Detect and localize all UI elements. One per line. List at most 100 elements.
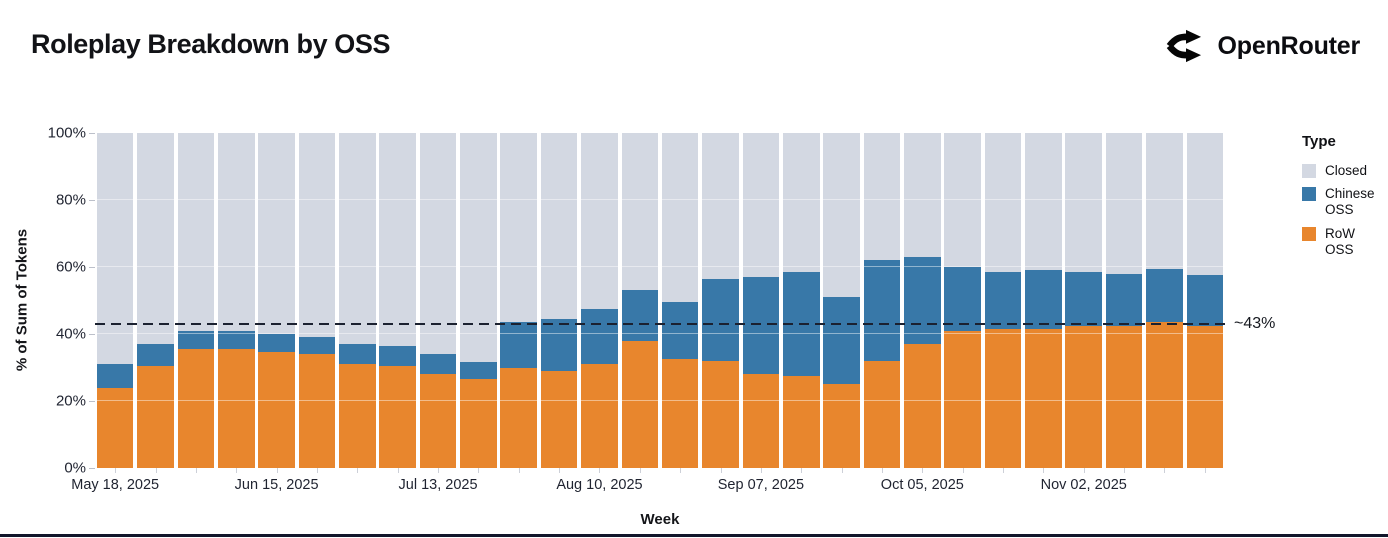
bar-segment-closed[interactable] xyxy=(96,133,134,365)
bar-segment-chinese-oss[interactable] xyxy=(540,318,578,371)
bar-segment-row-oss[interactable] xyxy=(621,340,659,468)
y-tick-label: 40% xyxy=(55,325,86,343)
bar-segment-row-oss[interactable] xyxy=(96,387,134,468)
bar-segment-closed[interactable] xyxy=(863,133,901,261)
y-tick-mark xyxy=(89,267,95,268)
bar-segment-chinese-oss[interactable] xyxy=(339,344,376,365)
bar-segment-closed[interactable] xyxy=(460,133,497,363)
bar-segment-closed[interactable] xyxy=(379,133,416,346)
bar-segment-row-oss[interactable] xyxy=(258,352,295,468)
bar-segment-closed[interactable] xyxy=(702,133,739,279)
bar-segment-row-oss[interactable] xyxy=(1025,328,1062,468)
bar-segment-chinese-oss[interactable] xyxy=(823,297,860,385)
x-minor-tick xyxy=(680,468,682,473)
bar-segment-row-oss[interactable] xyxy=(823,384,860,468)
bar-segment-closed[interactable] xyxy=(1025,133,1062,271)
bar-segment-closed[interactable] xyxy=(782,133,820,273)
bar-segment-chinese-oss[interactable] xyxy=(581,308,618,365)
bar-segment-closed[interactable] xyxy=(661,133,699,303)
bar-segment-row-oss[interactable] xyxy=(944,330,981,468)
bar-segment-row-oss[interactable] xyxy=(863,360,901,468)
bar-segment-row-oss[interactable] xyxy=(904,344,941,468)
bar-segment-chinese-oss[interactable] xyxy=(1146,268,1183,323)
bar-segment-chinese-oss[interactable] xyxy=(944,267,981,331)
legend-item-row-oss[interactable]: RoW OSS xyxy=(1302,226,1388,258)
x-minor-tick xyxy=(1003,468,1005,473)
bar-segment-chinese-oss[interactable] xyxy=(1105,273,1143,326)
bar-segment-chinese-oss[interactable] xyxy=(863,260,901,361)
bar-segment-row-oss[interactable] xyxy=(702,360,739,468)
bar-segment-row-oss[interactable] xyxy=(1105,325,1143,468)
bar-segment-closed[interactable] xyxy=(1065,133,1103,273)
bar-segment-closed[interactable] xyxy=(904,133,941,257)
bar-segment-row-oss[interactable] xyxy=(1186,325,1224,468)
brand-name: OpenRouter xyxy=(1217,31,1361,60)
bar-segment-chinese-oss[interactable] xyxy=(177,330,215,350)
bar-segment-row-oss[interactable] xyxy=(581,364,618,468)
bar-segment-closed[interactable] xyxy=(621,133,659,291)
x-minor-tick xyxy=(155,468,157,473)
bar-segment-row-oss[interactable] xyxy=(742,374,780,468)
bar-segment-closed[interactable] xyxy=(258,133,295,334)
bar-segment-row-oss[interactable] xyxy=(379,365,416,468)
bar-segment-chinese-oss[interactable] xyxy=(984,272,1022,329)
x-axis-title: Week xyxy=(640,511,680,528)
bar-segment-row-oss[interactable] xyxy=(177,349,215,468)
bar-segment-row-oss[interactable] xyxy=(782,375,820,468)
bar-segment-row-oss[interactable] xyxy=(137,365,174,468)
x-minor-tick xyxy=(599,468,601,473)
bar-segment-closed[interactable] xyxy=(1146,133,1183,269)
bar-segment-chinese-oss[interactable] xyxy=(298,337,336,355)
bar-segment-closed[interactable] xyxy=(984,133,1022,273)
bar-segment-chinese-oss[interactable] xyxy=(500,322,538,368)
bar-segment-closed[interactable] xyxy=(217,133,255,331)
bar-segment-closed[interactable] xyxy=(581,133,618,309)
bar-segment-chinese-oss[interactable] xyxy=(1186,275,1224,326)
bar-segment-row-oss[interactable] xyxy=(217,349,255,468)
bar-segment-row-oss[interactable] xyxy=(339,364,376,468)
bar-segment-closed[interactable] xyxy=(298,133,336,338)
bar-segment-row-oss[interactable] xyxy=(1065,325,1103,468)
bar-segment-chinese-oss[interactable] xyxy=(379,345,416,366)
bar-segment-chinese-oss[interactable] xyxy=(1065,272,1103,326)
bar-segment-row-oss[interactable] xyxy=(1146,322,1183,468)
bar-segment-chinese-oss[interactable] xyxy=(96,364,134,388)
bar-segment-chinese-oss[interactable] xyxy=(904,256,941,345)
bar-segment-row-oss[interactable] xyxy=(460,379,497,468)
bar-segment-chinese-oss[interactable] xyxy=(258,334,295,353)
bar-segment-row-oss[interactable] xyxy=(500,367,538,468)
bar-segment-row-oss[interactable] xyxy=(419,374,457,468)
bar-segment-chinese-oss[interactable] xyxy=(419,354,457,375)
bar-segment-closed[interactable] xyxy=(177,133,215,331)
bar-segment-row-oss[interactable] xyxy=(984,328,1022,468)
bar-segment-closed[interactable] xyxy=(500,133,538,323)
bar-segment-row-oss[interactable] xyxy=(661,359,699,468)
bar-segment-closed[interactable] xyxy=(339,133,376,345)
bar-segment-closed[interactable] xyxy=(137,133,174,345)
bar-segment-chinese-oss[interactable] xyxy=(702,278,739,361)
bar-segment-closed[interactable] xyxy=(944,133,981,267)
bar-segment-closed[interactable] xyxy=(540,133,578,319)
y-tick-label: 100% xyxy=(47,124,86,142)
legend-item-chinese-oss[interactable]: Chinese OSS xyxy=(1302,186,1388,218)
bar-segment-row-oss[interactable] xyxy=(540,370,578,468)
bar-segment-chinese-oss[interactable] xyxy=(460,362,497,380)
legend-item-closed[interactable]: Closed xyxy=(1302,163,1388,179)
bar-segment-chinese-oss[interactable] xyxy=(661,302,699,360)
x-minor-tick xyxy=(316,468,318,473)
bar-segment-chinese-oss[interactable] xyxy=(742,277,780,375)
bar-segment-chinese-oss[interactable] xyxy=(1025,270,1062,329)
bar-segment-closed[interactable] xyxy=(419,133,457,355)
bar-segment-chinese-oss[interactable] xyxy=(621,290,659,341)
bar-segment-closed[interactable] xyxy=(742,133,780,278)
bar-segment-row-oss[interactable] xyxy=(298,354,336,468)
bar-segment-chinese-oss[interactable] xyxy=(782,272,820,376)
bar-segment-closed[interactable] xyxy=(1186,133,1224,276)
x-minor-tick xyxy=(1204,468,1206,473)
bar-segment-chinese-oss[interactable] xyxy=(217,330,255,350)
bar-segment-chinese-oss[interactable] xyxy=(137,344,174,366)
bar-segment-closed[interactable] xyxy=(823,133,860,298)
bar-segment-closed[interactable] xyxy=(1105,133,1143,274)
